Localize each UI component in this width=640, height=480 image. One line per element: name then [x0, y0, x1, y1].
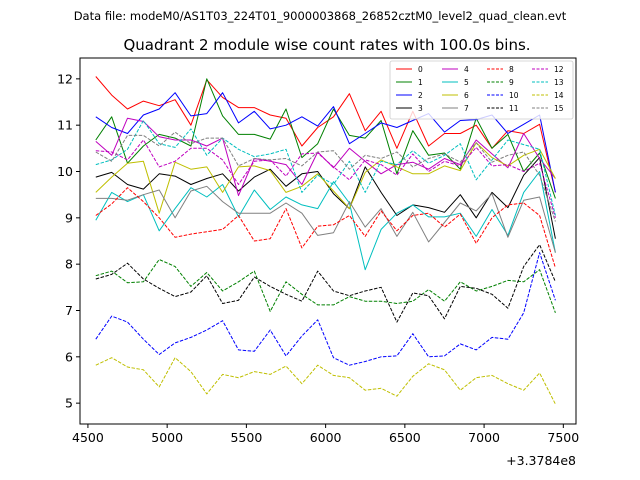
series-line-module-12: [95, 139, 556, 218]
x-tick-label: 6000: [310, 430, 342, 445]
legend-label-module-7: 7: [464, 104, 469, 113]
y-tick-label: 11: [57, 118, 73, 133]
chart-title: Quadrant 2 module wise count rates with …: [123, 36, 530, 54]
series-line-module-11: [95, 244, 556, 323]
y-tick-label: 5: [65, 396, 73, 411]
suptitle: Data file: modeM0/AS1T03_224T01_90000038…: [74, 9, 567, 23]
legend-label-module-0: 0: [418, 65, 423, 74]
legend-label-module-2: 2: [418, 91, 423, 100]
series-line-module-1: [95, 78, 556, 199]
x-tick-label: 7500: [547, 430, 579, 445]
axes-frame: [79, 57, 577, 425]
series-line-module-15: [95, 131, 556, 222]
legend-label-module-12: 12: [554, 65, 564, 74]
x-tick-label: 6500: [389, 430, 421, 445]
series-line-module-14: [95, 357, 556, 405]
series-line-module-8: [95, 187, 556, 269]
legend-label-module-15: 15: [554, 104, 564, 113]
legend-label-module-5: 5: [464, 78, 469, 87]
legend-label-module-13: 13: [554, 78, 564, 87]
legend-label-module-11: 11: [509, 104, 519, 113]
y-axis: 5 6 7 8 9 10 11 12: [57, 71, 80, 411]
legend-label-module-4: 4: [464, 65, 469, 74]
series-layer: [95, 76, 556, 405]
x-axis: 4500 5000 5500 6000 6500 7000 7500: [72, 424, 579, 445]
legend-label-module-10: 10: [509, 91, 519, 100]
series-line-module-10: [95, 252, 556, 366]
legend-label-module-14: 14: [554, 91, 564, 100]
y-tick-label: 7: [65, 303, 73, 318]
legend-frame: [389, 60, 574, 120]
x-axis-offset-label: +3.3784e8: [506, 453, 576, 468]
y-tick-label: 9: [65, 210, 73, 225]
legend-label-module-3: 3: [418, 104, 423, 113]
series-line-module-13: [95, 120, 556, 216]
legend-label-module-6: 6: [464, 91, 469, 100]
x-tick-label: 5500: [230, 430, 262, 445]
x-tick-label: 4500: [72, 430, 104, 445]
y-tick-label: 12: [57, 71, 73, 86]
x-tick-label: 7000: [468, 430, 500, 445]
series-line-module-6: [95, 142, 556, 214]
y-tick-label: 6: [65, 349, 73, 364]
legend-label-module-9: 9: [509, 78, 514, 87]
series-line-module-0: [95, 76, 556, 193]
legend-label-module-8: 8: [509, 65, 514, 74]
legend-label-module-1: 1: [418, 78, 423, 87]
y-tick-label: 8: [65, 257, 73, 272]
x-tick-label: 5000: [151, 430, 183, 445]
y-tick-label: 10: [57, 164, 73, 179]
series-line-module-7: [95, 185, 556, 253]
